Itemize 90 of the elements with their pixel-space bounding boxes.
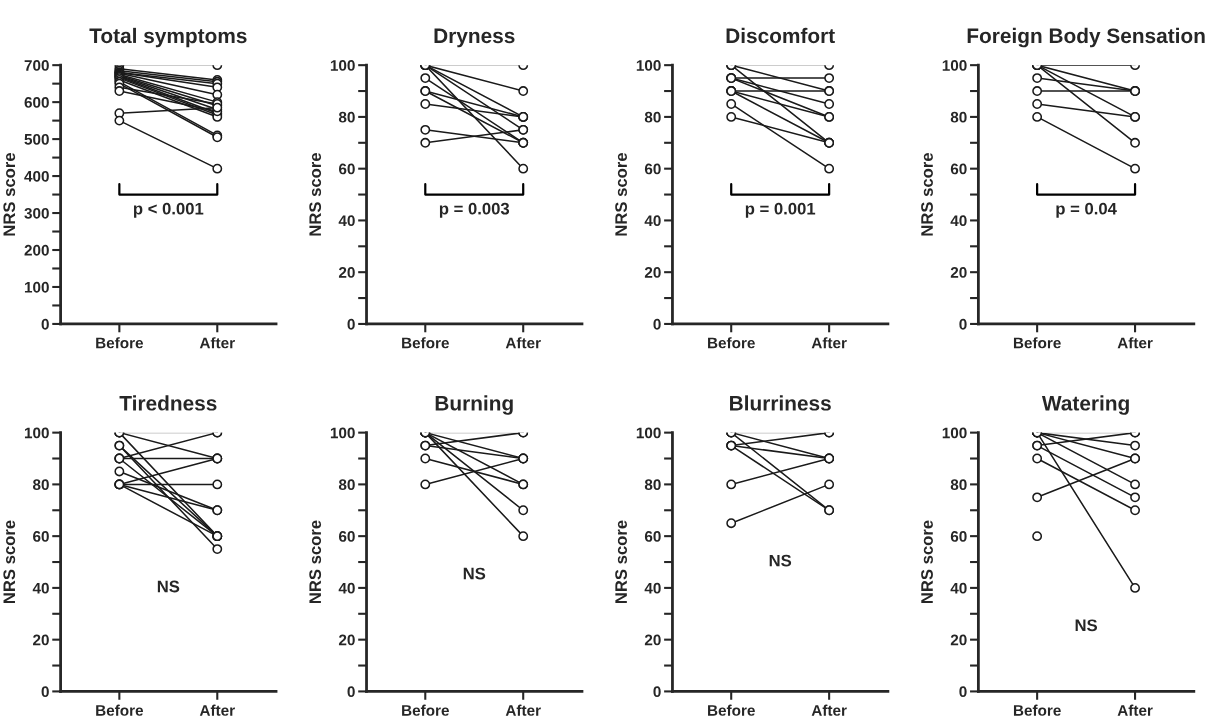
y-tick-label: 0 bbox=[347, 686, 355, 698]
y-tick-label: 100 bbox=[24, 427, 49, 439]
y-tick-label: 20 bbox=[338, 634, 355, 646]
y-tick-label: 100 bbox=[636, 427, 661, 439]
annotation: p = 0.04 bbox=[1056, 202, 1117, 218]
x-tick-label: Before bbox=[96, 704, 144, 716]
y-tick-label: 20 bbox=[33, 634, 49, 646]
y-tick-label: 20 bbox=[950, 634, 967, 646]
y-axis-title: NRS score bbox=[615, 520, 627, 604]
y-tick-label: 100 bbox=[942, 427, 967, 439]
annotation: NS bbox=[769, 554, 792, 567]
y-tick-label: 40 bbox=[32, 582, 49, 594]
y-tick-label: 0 bbox=[653, 686, 661, 698]
y-axis-title: NRS score bbox=[309, 520, 322, 604]
chart-title: Burning bbox=[435, 395, 513, 415]
x-tick-label: After bbox=[811, 337, 847, 349]
y-tick-label: 40 bbox=[338, 582, 355, 594]
y-tick-label: 20 bbox=[950, 267, 967, 278]
y-tick-label: 60 bbox=[644, 531, 661, 542]
y-tick-label: 80 bbox=[950, 479, 967, 491]
y-tick-label: 40 bbox=[950, 215, 967, 227]
annotation: p = 0.001 bbox=[745, 202, 816, 218]
y-tick-label: 100 bbox=[24, 281, 49, 293]
x-tick-label: Before bbox=[708, 704, 755, 716]
y-tick-label: 60 bbox=[950, 163, 967, 175]
chart-title: Blurriness bbox=[730, 395, 831, 411]
y-tick-label: 80 bbox=[32, 479, 49, 491]
annotation: NS bbox=[157, 580, 180, 593]
x-tick-label: After bbox=[199, 704, 235, 716]
y-tick-label: 600 bbox=[24, 97, 49, 108]
y-tick-label: 80 bbox=[644, 479, 661, 491]
y-tick-label: 40 bbox=[644, 215, 661, 227]
y-tick-label: 700 bbox=[24, 60, 49, 71]
chart-title: Tiredness bbox=[119, 395, 217, 411]
annotation: p = 0.003 bbox=[439, 202, 510, 218]
y-axis-title: NRS score bbox=[309, 152, 322, 236]
y-tick-label: 60 bbox=[338, 531, 355, 542]
y-tick-label: 0 bbox=[959, 318, 967, 330]
y-tick-label: 500 bbox=[24, 133, 49, 145]
y-axis-title: NRS score bbox=[921, 520, 933, 604]
chart-title: Discomfort bbox=[726, 27, 835, 44]
chart-title: Total symptoms bbox=[89, 27, 247, 48]
y-tick-label: 20 bbox=[338, 267, 355, 278]
y-tick-label: 100 bbox=[330, 60, 355, 71]
y-tick-label: 40 bbox=[338, 215, 355, 227]
x-tick-label: Before bbox=[1013, 337, 1061, 349]
y-tick-label: 60 bbox=[33, 531, 49, 542]
annotation: NS bbox=[1075, 619, 1098, 632]
x-tick-label: After bbox=[505, 704, 541, 716]
x-tick-label: After bbox=[505, 337, 541, 349]
y-tick-label: 200 bbox=[24, 244, 49, 256]
y-tick-label: 20 bbox=[644, 267, 661, 278]
x-tick-label: Before bbox=[402, 337, 449, 349]
y-tick-label: 80 bbox=[950, 111, 967, 123]
y-tick-label: 0 bbox=[653, 318, 661, 330]
y-tick-label: 100 bbox=[942, 60, 967, 71]
chart-title: Watering bbox=[1041, 395, 1129, 415]
y-axis-title: NRS score bbox=[3, 520, 16, 604]
annotation: p < 0.001 bbox=[133, 202, 204, 218]
x-tick-label: Before bbox=[96, 337, 144, 349]
y-axis-title: NRS score bbox=[615, 152, 627, 236]
y-tick-label: 40 bbox=[950, 582, 967, 594]
y-tick-label: 0 bbox=[347, 318, 355, 330]
x-tick-label: After bbox=[811, 704, 847, 716]
x-tick-label: After bbox=[1117, 704, 1153, 716]
y-tick-label: 400 bbox=[24, 170, 49, 182]
y-tick-label: 100 bbox=[636, 60, 661, 71]
y-tick-label: 100 bbox=[330, 427, 355, 439]
y-tick-label: 20 bbox=[644, 634, 661, 646]
x-tick-label: Before bbox=[1013, 704, 1061, 716]
y-tick-label: 40 bbox=[644, 582, 661, 594]
x-tick-label: After bbox=[1117, 337, 1153, 349]
y-tick-label: 0 bbox=[959, 686, 967, 698]
y-tick-label: 0 bbox=[41, 318, 49, 330]
x-tick-label: Before bbox=[708, 337, 755, 349]
y-axis-title: NRS score bbox=[921, 152, 933, 236]
x-tick-label: Before bbox=[402, 704, 449, 716]
y-tick-label: 80 bbox=[338, 111, 355, 123]
y-tick-label: 60 bbox=[950, 531, 967, 542]
y-tick-label: 80 bbox=[338, 479, 355, 491]
y-tick-label: 60 bbox=[338, 163, 355, 175]
annotation: NS bbox=[463, 567, 486, 580]
y-tick-label: 300 bbox=[24, 207, 49, 219]
chart-title: Dryness bbox=[434, 28, 515, 48]
y-tick-label: 80 bbox=[644, 111, 661, 123]
y-tick-label: 60 bbox=[644, 163, 661, 175]
x-tick-label: After bbox=[199, 337, 235, 349]
y-axis-title: NRS score bbox=[3, 152, 16, 236]
y-tick-label: 0 bbox=[41, 686, 49, 698]
chart-title: Foreign Body Sensation bbox=[967, 27, 1205, 48]
